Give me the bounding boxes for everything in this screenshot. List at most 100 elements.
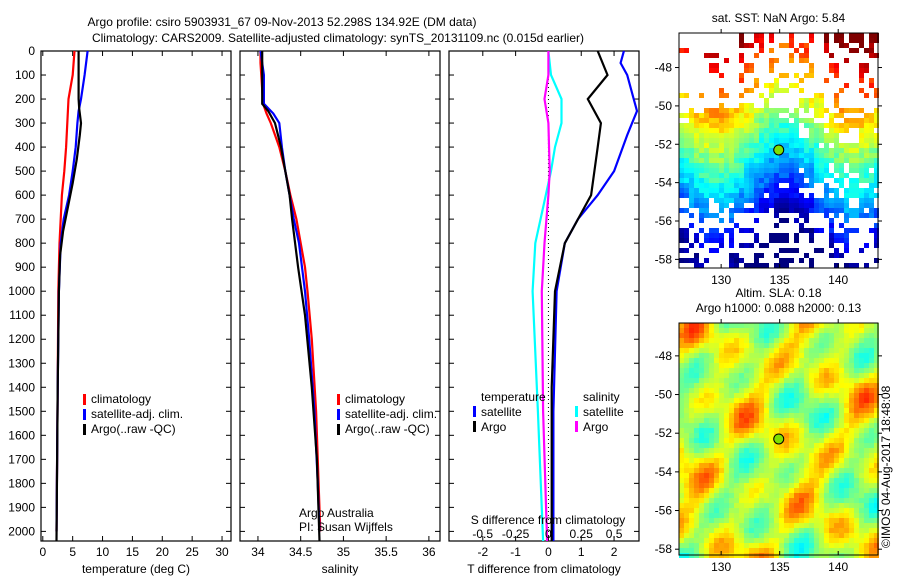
heatmap-cell	[804, 408, 809, 413]
heatmap-cell	[704, 193, 709, 198]
heatmap-cell	[784, 248, 789, 253]
heatmap-cell	[849, 498, 854, 503]
heatmap-cell	[764, 423, 769, 428]
heatmap-cell	[864, 498, 869, 503]
heatmap-cell	[829, 378, 834, 383]
heatmap-cell	[819, 103, 824, 108]
heatmap-cell	[829, 498, 834, 503]
heatmap-cell	[819, 483, 824, 488]
heatmap-cell	[759, 148, 764, 153]
heatmap-cell	[789, 398, 794, 403]
heatmap-cell	[789, 478, 794, 483]
heatmap-cell	[794, 173, 799, 178]
heatmap-cell	[804, 123, 809, 128]
heatmap-cell	[789, 528, 794, 533]
heatmap-cell	[824, 43, 829, 48]
heatmap-cell	[724, 183, 729, 188]
heatmap-cell	[834, 333, 839, 338]
heatmap-cell	[734, 428, 739, 433]
heatmap-cell	[789, 483, 794, 488]
heatmap-cell	[849, 108, 854, 113]
heatmap-cell	[844, 478, 849, 483]
heatmap-cell	[689, 258, 694, 263]
temperature-legend-label: Argo(..raw -QC)	[91, 422, 176, 436]
heatmap-cell	[689, 513, 694, 518]
heatmap-cell	[809, 398, 814, 403]
difference-xtick-label: 1	[578, 545, 585, 559]
heatmap-cell	[749, 43, 754, 48]
heatmap-cell	[749, 513, 754, 518]
heatmap-cell	[864, 453, 869, 458]
heatmap-cell	[829, 68, 834, 73]
heatmap-cell	[874, 333, 879, 338]
heatmap-cell	[734, 348, 739, 353]
heatmap-cell	[839, 543, 844, 548]
heatmap-cell	[679, 188, 684, 193]
heatmap-cell	[699, 228, 704, 233]
heatmap-cell	[844, 198, 849, 203]
heatmap-cell	[804, 453, 809, 458]
heatmap-cell	[719, 343, 724, 348]
heatmap-cell	[784, 543, 789, 548]
heatmap-cell	[734, 398, 739, 403]
heatmap-cell	[754, 463, 759, 468]
heatmap-cell	[854, 438, 859, 443]
heatmap-cell	[749, 118, 754, 123]
heatmap-cell	[849, 343, 854, 348]
heatmap-cell	[734, 133, 739, 138]
heatmap-cell	[854, 363, 859, 368]
heatmap-cell	[784, 478, 789, 483]
heatmap-cell	[864, 503, 869, 508]
s-diff-label: S difference from climatology	[471, 513, 626, 527]
heatmap-cell	[744, 458, 749, 463]
heatmap-cell	[744, 398, 749, 403]
heatmap-cell	[839, 458, 844, 463]
heatmap-cell	[839, 423, 844, 428]
heatmap-cell	[844, 493, 849, 498]
heatmap-cell	[749, 478, 754, 483]
heatmap-cell	[684, 538, 689, 543]
heatmap-cell	[739, 148, 744, 153]
heatmap-cell	[809, 418, 814, 423]
heatmap-cell	[724, 188, 729, 193]
heatmap-cell	[799, 53, 804, 58]
heatmap-cell	[754, 548, 759, 553]
heatmap-cell	[744, 373, 749, 378]
heatmap-cell	[764, 528, 769, 533]
heatmap-cell	[794, 378, 799, 383]
heatmap-cell	[824, 528, 829, 533]
heatmap-cell	[689, 478, 694, 483]
heatmap-cell	[704, 328, 709, 333]
heatmap-cell	[689, 353, 694, 358]
heatmap-cell	[794, 198, 799, 203]
temperature-xtick-label: 20	[156, 545, 170, 559]
heatmap-cell	[724, 198, 729, 203]
heatmap-cell	[794, 473, 799, 478]
heatmap-cell	[794, 248, 799, 253]
heatmap-cell	[834, 443, 839, 448]
heatmap-cell	[709, 458, 714, 463]
heatmap-cell	[779, 468, 784, 473]
heatmap-cell	[834, 248, 839, 253]
heatmap-cell	[834, 93, 839, 98]
heatmap-cell	[874, 368, 879, 373]
heatmap-cell	[794, 423, 799, 428]
heatmap-cell	[864, 513, 869, 518]
heatmap-cell	[704, 108, 709, 113]
heatmap-cell	[844, 528, 849, 533]
heatmap-cell	[794, 148, 799, 153]
heatmap-cell	[734, 138, 739, 143]
temperature-xtick-label: 25	[185, 545, 199, 559]
heatmap-cell	[729, 488, 734, 493]
heatmap-cell	[824, 453, 829, 458]
heatmap-cell	[754, 468, 759, 473]
heatmap-cell	[864, 358, 869, 363]
heatmap-cell	[824, 203, 829, 208]
heatmap-cell	[724, 468, 729, 473]
heatmap-cell	[739, 188, 744, 193]
heatmap-cell	[784, 198, 789, 203]
heatmap-cell	[719, 458, 724, 463]
heatmap-cell	[814, 453, 819, 458]
heatmap-cell	[779, 378, 784, 383]
heatmap-cell	[799, 538, 804, 543]
